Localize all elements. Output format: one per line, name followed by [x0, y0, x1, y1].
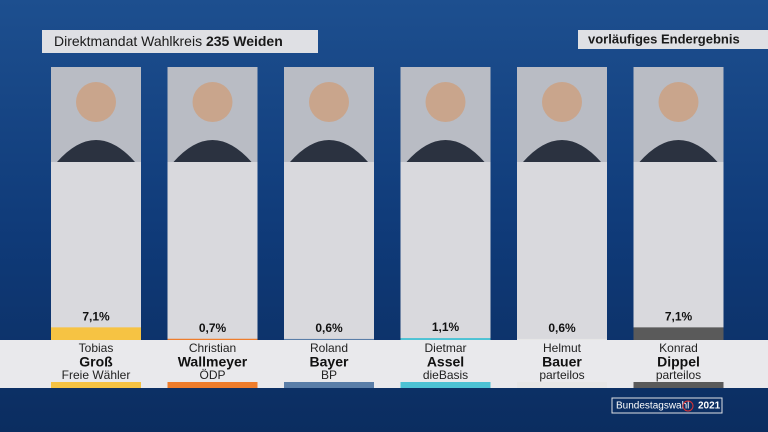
footer-logo: [682, 400, 694, 412]
bar: [51, 327, 141, 340]
footer-year: 2021: [698, 401, 721, 412]
photo-body: [523, 140, 601, 162]
bar: [167, 338, 258, 340]
column: [51, 162, 141, 340]
photo-head: [542, 82, 582, 122]
title-box: [42, 30, 318, 53]
column: [167, 162, 258, 340]
photo-body: [406, 140, 485, 162]
party-color: [400, 382, 491, 388]
first-name: Christian: [189, 341, 236, 355]
value-label: 7,1%: [82, 310, 110, 324]
party-color: [633, 382, 724, 388]
party-color: [167, 382, 258, 388]
party: dieBasis: [423, 368, 468, 382]
column: [633, 162, 724, 340]
last-name: Assel: [427, 354, 464, 370]
value-label: 1,1%: [432, 320, 460, 334]
bar: [633, 327, 724, 340]
party-color: [284, 382, 374, 388]
party: Freie Wähler: [62, 368, 131, 382]
last-name: Groß: [79, 354, 113, 370]
first-name: Roland: [310, 341, 348, 355]
first-name: Dietmar: [424, 341, 466, 355]
footer: Bundestagswahl: [616, 401, 689, 412]
first-name: Konrad: [659, 341, 698, 355]
bar: [400, 338, 491, 340]
chart-title: Direktmandat Wahlkreis 235 Weiden: [54, 33, 283, 49]
photo-body: [639, 140, 718, 162]
value-label: 0,7%: [199, 321, 227, 335]
photo-head: [76, 82, 116, 122]
last-name: Wallmeyer: [178, 354, 248, 370]
party-color: [517, 382, 607, 388]
photo-body: [290, 140, 368, 162]
title-bold: 235 Weiden: [206, 33, 283, 49]
last-name: Bauer: [542, 354, 582, 370]
party-color: [51, 382, 141, 388]
value-label: 7,1%: [665, 310, 693, 324]
column: [400, 162, 491, 340]
column: [517, 162, 607, 340]
photo-body: [57, 140, 135, 162]
last-name: Bayer: [310, 354, 349, 370]
photo-head: [309, 82, 349, 122]
party: ÖDP: [199, 368, 225, 382]
title-text: Direktmandat Wahlkreis: [54, 33, 202, 49]
photo-head: [425, 82, 466, 122]
last-name: Dippel: [657, 354, 700, 370]
photo-body: [173, 140, 252, 162]
footer-box: [611, 397, 723, 414]
status-box: [578, 30, 768, 49]
photo-head: [658, 82, 699, 122]
first-name: Tobias: [79, 341, 114, 355]
photo-head: [192, 82, 233, 122]
label-band: [0, 340, 768, 388]
party: parteilos: [539, 368, 584, 382]
bar: [517, 338, 607, 340]
party: parteilos: [656, 368, 701, 382]
value-label: 0,6%: [548, 321, 576, 335]
column: [284, 162, 374, 340]
status: vorläufiges Endergebnis: [588, 31, 740, 46]
first-name: Helmut: [543, 341, 582, 355]
value-label: 0,6%: [315, 321, 343, 335]
party: BP: [321, 368, 337, 382]
bar: [284, 338, 374, 340]
